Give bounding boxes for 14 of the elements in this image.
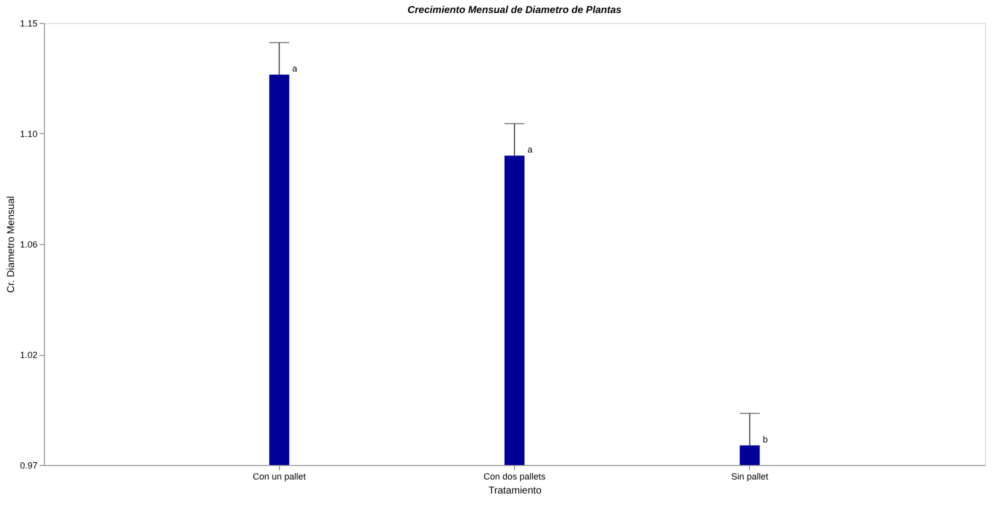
x-axis-title: Tratamiento bbox=[488, 486, 542, 496]
annotation: a bbox=[528, 144, 533, 155]
y-tick-label: 0.97 bbox=[20, 460, 38, 470]
y-axis-title: Cr. Diametro Mensual bbox=[6, 196, 17, 293]
y-tick-label: 1.10 bbox=[20, 129, 38, 139]
annotation: a bbox=[292, 64, 298, 74]
annotation: b bbox=[762, 434, 768, 444]
y-tick-label: 1.06 bbox=[20, 240, 38, 250]
x-tick-label: Con dos pallets bbox=[483, 472, 546, 482]
chart-title: Crecimiento Mensual de Diametro de Plantas bbox=[408, 5, 622, 16]
y-tick-label: 1.15 bbox=[20, 18, 38, 28]
x-tick-label: Sin pallet bbox=[731, 472, 769, 482]
y-tick-label: 1.02 bbox=[20, 350, 38, 360]
x-tick-label: Con un pallet bbox=[252, 472, 306, 482]
